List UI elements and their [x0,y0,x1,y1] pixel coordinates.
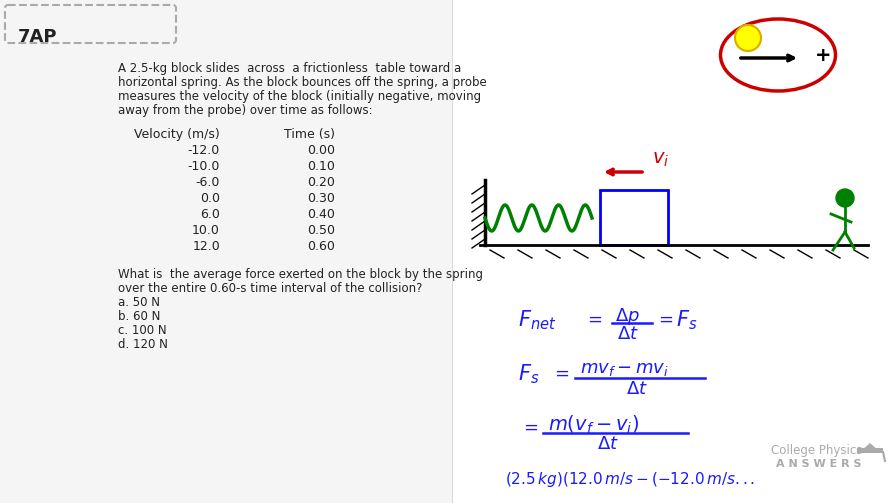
Text: 0.30: 0.30 [307,192,335,205]
Text: $(2.5\,kg)(12.0\,m/s - (-12.0\,m/s...$: $(2.5\,kg)(12.0\,m/s - (-12.0\,m/s...$ [505,470,755,489]
Text: $v_i$: $v_i$ [652,150,669,169]
Text: $\Delta t$: $\Delta t$ [626,380,648,398]
Text: Time (s): Time (s) [284,128,335,141]
Circle shape [735,25,761,51]
Text: away from the probe) over time as follows:: away from the probe) over time as follow… [118,104,373,117]
Polygon shape [860,443,880,452]
Ellipse shape [720,19,835,91]
Text: over the entire 0.60-s time interval of the collision?: over the entire 0.60-s time interval of … [118,282,422,295]
Text: $F_s$: $F_s$ [518,362,539,386]
Text: measures the velocity of the block (initially negative, moving: measures the velocity of the block (init… [118,90,481,103]
Text: -12.0: -12.0 [188,144,220,157]
Text: A 2.5-kg block slides  across  a frictionless  table toward a: A 2.5-kg block slides across a frictionl… [118,62,461,75]
FancyBboxPatch shape [5,5,176,43]
Text: 0.20: 0.20 [307,176,335,189]
Text: $F_{net}$: $F_{net}$ [518,308,556,331]
Text: -6.0: -6.0 [195,176,220,189]
Text: $\Delta p$: $\Delta p$ [615,306,640,327]
Text: $m(v_f - v_i)$: $m(v_f - v_i)$ [548,414,639,436]
Text: Velocity (m/s): Velocity (m/s) [134,128,220,141]
Bar [452,0,896,503]
Text: What is  the average force exerted on the block by the spring: What is the average force exerted on the… [118,268,483,281]
Text: College Physics: College Physics [771,444,862,457]
Text: =: = [658,311,673,329]
Bar [0,0,452,503]
Bar [600,190,668,245]
Text: $F_s$: $F_s$ [676,308,697,331]
Text: 0.0: 0.0 [200,192,220,205]
Text: +: + [815,46,831,65]
Text: 0.40: 0.40 [307,208,335,221]
Text: d. 120 N: d. 120 N [118,338,168,351]
Text: $mv_f - mv_i$: $mv_f - mv_i$ [580,360,668,378]
Text: horizontal spring. As the block bounces off the spring, a probe: horizontal spring. As the block bounces … [118,76,487,89]
Text: =: = [554,365,569,383]
Text: b. 60 N: b. 60 N [118,310,160,323]
Text: c. 100 N: c. 100 N [118,324,167,337]
Text: A N S W E R S: A N S W E R S [777,459,862,469]
Text: 10.0: 10.0 [192,224,220,237]
Text: 0.60: 0.60 [307,240,335,253]
Text: 7AP: 7AP [18,28,57,46]
Text: 0.00: 0.00 [307,144,335,157]
Text: =: = [523,419,538,437]
Bar [857,448,883,453]
Text: 12.0: 12.0 [193,240,220,253]
Circle shape [836,189,854,207]
Text: -10.0: -10.0 [187,160,220,173]
Text: 6.0: 6.0 [200,208,220,221]
Text: $\Delta t$: $\Delta t$ [597,435,619,453]
Text: $\Delta t$: $\Delta t$ [617,325,639,343]
Text: 0.10: 0.10 [307,160,335,173]
Text: a. 50 N: a. 50 N [118,296,160,309]
Text: 0.50: 0.50 [307,224,335,237]
Text: =: = [587,311,602,329]
